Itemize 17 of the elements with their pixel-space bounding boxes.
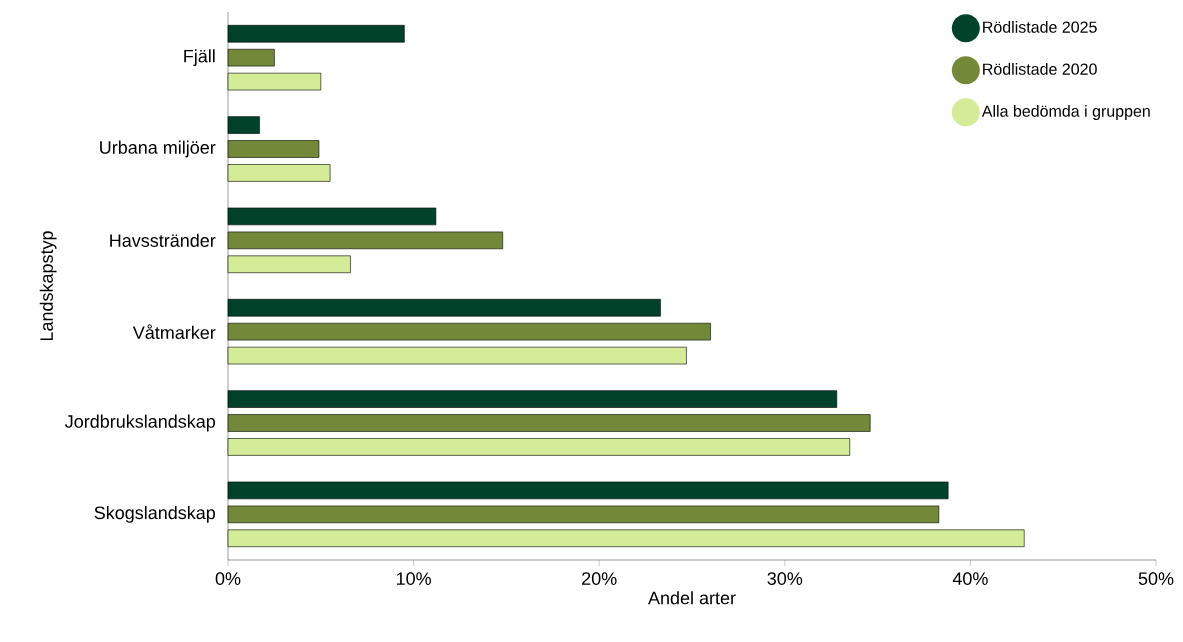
y-axis-title: Landskapstyp [39,231,57,341]
x-tick-label: 10% [396,572,431,585]
x-tick-label: 0% [215,572,241,585]
y-tick-label: Våtmarker [132,324,216,340]
x-tick-label: 20% [582,572,617,585]
x-tick-label: 30% [767,572,803,585]
y-tick-label: Skogslandskap [94,505,216,523]
x-tick-label: 50% [1138,572,1174,585]
y-tick-label: Fjäll [184,49,215,67]
x-axis-title: Andel arter [648,591,736,605]
legend-label: Alla bedömda i gruppen [981,105,1150,120]
y-tick-label: Jordbrukslandskap [65,414,216,432]
legend-label: Rödlistade 2020 [983,63,1097,75]
x-tick-label: 40% [952,572,988,585]
legend-label: Rödlistade 2025 [983,21,1097,33]
y-tick-label: Urbana miljöer [100,140,216,158]
y-tick-label: Havsstränder [110,233,216,247]
